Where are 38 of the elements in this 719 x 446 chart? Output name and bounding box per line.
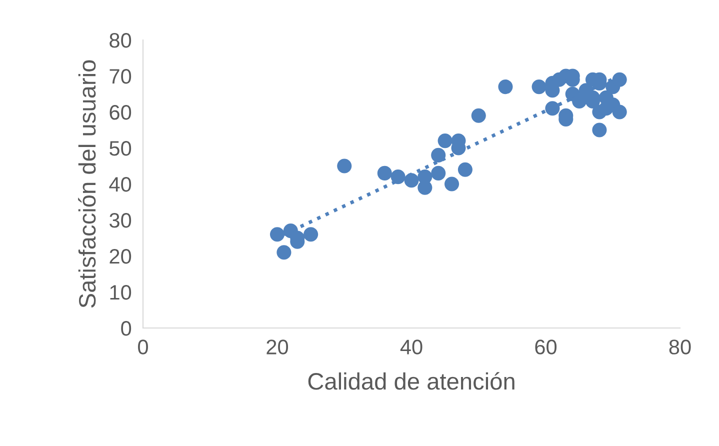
point	[572, 94, 587, 108]
point	[304, 227, 318, 242]
y-tick-label: 70	[110, 69, 132, 84]
point	[471, 108, 486, 123]
y-tick-label: 30	[110, 213, 132, 228]
y-tick-label: 0	[121, 321, 132, 336]
y-axis-title: Satisfacción del usuario	[78, 60, 96, 308]
point	[270, 227, 285, 242]
point	[458, 162, 472, 177]
x-tick-label: 60	[535, 340, 557, 354]
point	[545, 101, 560, 116]
point	[532, 80, 546, 94]
y-tick-label: 40	[109, 177, 132, 192]
point	[418, 180, 432, 195]
point	[337, 158, 352, 174]
point	[612, 72, 627, 87]
x-axis-title: Calidad de atención	[308, 372, 514, 390]
point	[612, 104, 627, 120]
x-tick-label: 0	[138, 340, 148, 354]
y-tick-label: 60	[110, 105, 132, 120]
y-tick-label: 20	[110, 249, 132, 264]
x-tick-label: 80	[669, 340, 691, 354]
point	[498, 80, 513, 94]
point	[377, 166, 392, 180]
y-tick-label: 80	[110, 33, 132, 48]
point	[276, 245, 292, 260]
point	[390, 170, 406, 184]
y-tick-label: 10	[110, 285, 132, 300]
x-tick-label: 40	[400, 340, 422, 354]
point	[598, 101, 614, 116]
point	[438, 134, 452, 148]
point	[404, 173, 419, 188]
point	[431, 148, 446, 162]
point	[592, 122, 607, 138]
y-tick-label: 50	[110, 141, 132, 156]
point	[431, 166, 446, 180]
point	[444, 176, 460, 192]
x-tick-label: 20	[266, 340, 288, 354]
